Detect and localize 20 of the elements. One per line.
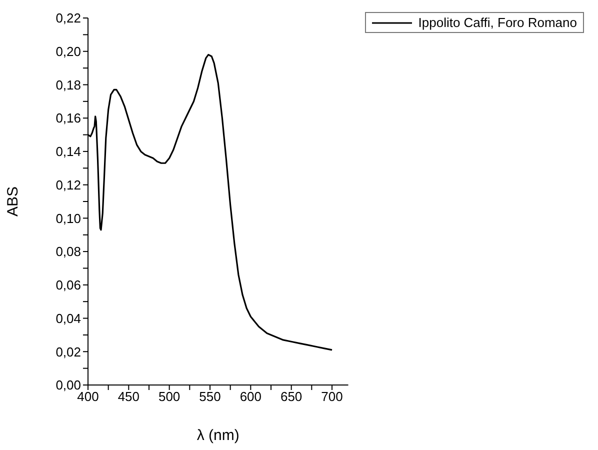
x-tick-label: 550 bbox=[199, 389, 221, 404]
y-tick-label: 0,12 bbox=[56, 177, 81, 192]
y-axis-title: ABS bbox=[4, 186, 22, 217]
x-axis-title: λ (nm) bbox=[196, 427, 240, 444]
x-tick-label: 500 bbox=[158, 389, 180, 404]
y-tick-label: 0,20 bbox=[56, 44, 81, 59]
x-tick-label: 600 bbox=[240, 389, 262, 404]
y-tick-label: 0,08 bbox=[56, 244, 81, 260]
x-tick-label: 450 bbox=[118, 389, 140, 404]
y-tick-label: 0,06 bbox=[56, 278, 81, 293]
y-tick-label: 0,04 bbox=[56, 310, 81, 326]
y-tick-label: 0,14 bbox=[56, 144, 81, 160]
y-tick-label: 0,18 bbox=[56, 77, 81, 92]
y-tick-label: 0,22 bbox=[56, 10, 81, 26]
x-tick-label: 700 bbox=[321, 389, 343, 404]
legend-label: Ippolito Caffi, Foro Romano bbox=[418, 15, 577, 30]
x-tick-label: 650 bbox=[280, 389, 302, 404]
y-tick-label: 0,02 bbox=[56, 344, 81, 360]
y-tick-label: 0,10 bbox=[56, 210, 81, 226]
y-tick-label: 0,16 bbox=[56, 110, 81, 126]
